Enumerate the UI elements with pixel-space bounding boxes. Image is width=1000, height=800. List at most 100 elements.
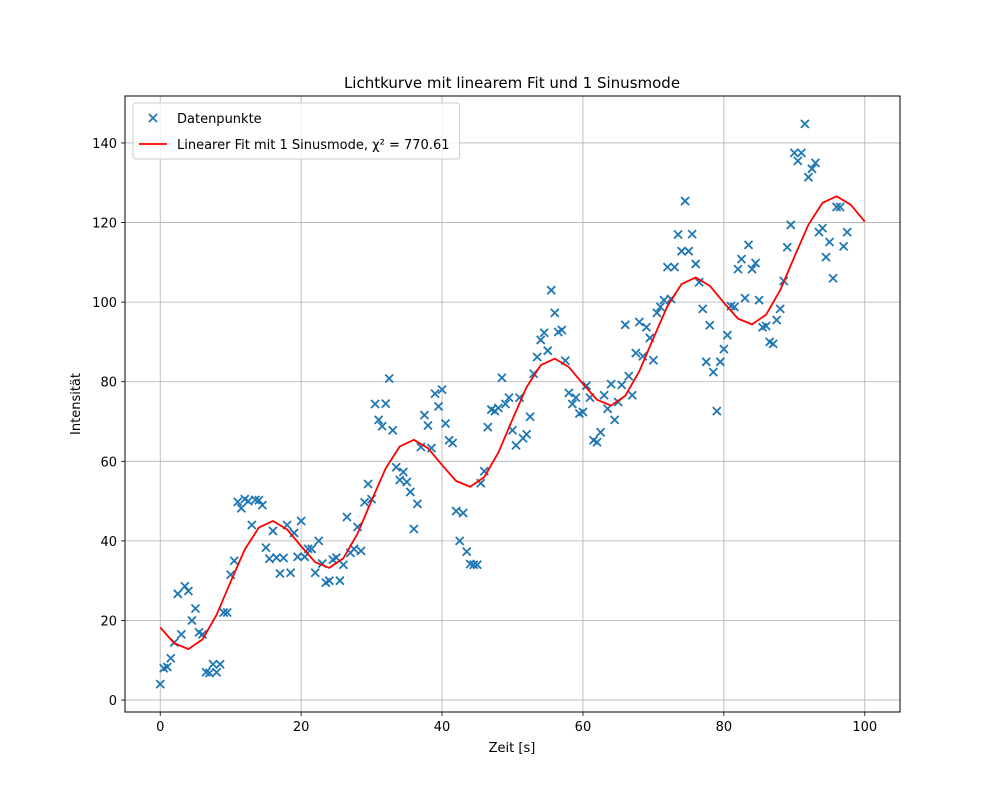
data-point [218,607,229,618]
data-point [733,264,743,274]
data-point [211,667,222,677]
data-point [233,497,243,507]
data-point [831,202,842,212]
data-point [324,576,334,586]
data-point [631,348,641,358]
data-point [835,202,845,212]
data-point [708,367,718,377]
data-point [370,399,380,409]
data-point [250,495,260,505]
data-point [599,390,609,400]
data-point [691,259,701,269]
data-point [683,246,694,256]
data-point [620,320,630,330]
data-point [455,536,465,546]
y-tick-label: 140 [92,137,117,152]
data-point [796,148,807,158]
data-point [215,659,225,669]
data-point [384,373,394,384]
data-point [208,659,218,669]
data-point [624,371,634,381]
data-point [729,302,740,312]
data-point [462,546,472,557]
data-point [641,322,652,332]
y-tick-label: 0 [109,694,117,709]
data-point [437,385,447,395]
data-point [440,418,451,429]
y-tick-label: 60 [100,455,117,470]
data-point [155,679,165,689]
x-tick-label: 20 [293,720,310,735]
data-point [740,293,750,303]
data-point [712,406,722,416]
data-point [722,330,733,340]
legend-box [132,102,460,160]
legend-marker [148,113,158,123]
data-point [536,335,546,345]
data-point [786,220,796,230]
data-point [416,442,426,452]
axes-frame [124,95,901,713]
data-point [275,568,285,579]
data-point [687,229,697,239]
data-point [539,328,549,338]
chart-title: Lichtkurve mit linearem Fit und 1 Sinusm… [344,74,680,92]
data-point [694,277,704,287]
data-point [197,629,208,640]
data-point [828,273,838,283]
data-point [521,429,532,439]
data-point [655,302,666,312]
data-point [627,390,637,400]
data-point [469,560,479,570]
y-axis-label: Intensität [69,373,84,435]
data-point [550,308,560,318]
data-point [398,467,408,477]
legend-label: Datenpunkte [177,112,262,127]
data-point [634,317,644,327]
data-point [803,172,814,182]
legend-label: Linearer Fit mit 1 Sinusmode, χ² = 770.6… [177,138,450,153]
data-point [662,262,673,272]
data-point [497,373,507,383]
data-point [271,552,282,563]
data-point [772,315,782,325]
data-point [310,568,320,578]
y-tick-label: 40 [100,535,117,550]
data-point [292,552,303,562]
data-point [669,262,680,272]
data-point [768,339,778,349]
data-point [754,295,764,305]
data-point [261,543,271,553]
data-point [236,503,246,513]
data-point [268,526,278,536]
data-point [359,497,370,507]
data-point [659,295,669,305]
data-point [166,653,176,663]
data-point [793,156,803,166]
data-point [190,603,201,614]
data-point [426,443,437,453]
data-point [581,381,592,391]
data-point [736,254,747,264]
data-point [307,544,317,554]
data-point [342,512,352,522]
data-point [817,223,828,233]
data-point [504,392,514,403]
data-point [187,615,197,626]
data-point [842,227,852,237]
data-point [373,415,384,425]
data-point [595,427,606,437]
data-point [493,403,504,413]
data-point [285,568,296,578]
legend: Datenpunkte Linearer Fit mit 1 Sinusmode,… [132,102,460,160]
data-point [532,352,542,362]
y-tick-label: 80 [100,376,117,391]
x-tick-label: 100 [852,720,877,735]
data-point [610,415,620,425]
data-point [652,308,662,318]
data-point [567,399,578,409]
data-point [229,556,239,566]
data-point [381,398,391,409]
data-point [676,246,687,256]
data-point [838,241,849,252]
